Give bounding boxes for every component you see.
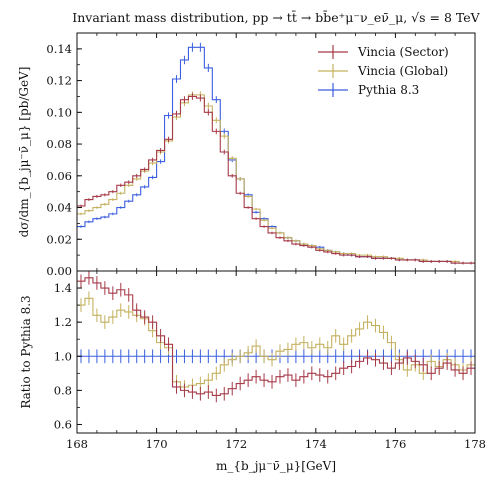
series-step-vincia-sector-: [77, 95, 475, 264]
series-errorbars: [80, 271, 472, 403]
y-tick-label: 0.6: [54, 417, 72, 431]
y-tick-label: 0.08: [46, 137, 72, 151]
legend-item: Vincia (Global): [318, 64, 448, 78]
upper-y-ticks: 0.00 0.02 0.04 0.06 0.08 0.10 0.12 0.14: [46, 32, 82, 278]
legend-label: Vincia (Global): [357, 64, 448, 78]
lower-y-axis-label: Ratio to Pythia 8.3: [19, 295, 33, 408]
series-step-vincia-sector-: [77, 277, 475, 397]
y-tick-label: 0.04: [46, 201, 72, 215]
upper-x-ticks: [76, 33, 476, 271]
legend-item: Vincia (Sector): [318, 45, 449, 59]
legend-label: Pythia 8.3: [358, 83, 419, 97]
lower-y-ticks: 0.6 0.8 1.0 1.2 1.4: [54, 270, 82, 431]
x-tick-label: 172: [225, 437, 247, 451]
x-tick-label: 178: [464, 437, 486, 451]
legend-item: Pythia 8.3: [318, 83, 419, 97]
upper-series-layer: [77, 42, 475, 265]
x-tick-label: 168: [66, 437, 88, 451]
y-tick-label: 0.06: [46, 169, 72, 183]
lower-panel: 0.6 0.8 1.0 1.2 1.4 168 170 172 174 176 178 Ratio…: [19, 270, 486, 473]
upper-panel: 0.00 0.02 0.04 0.06 0.08 0.10 0.12 0.14 dσ/dm_{…: [17, 32, 476, 278]
y-tick-label: 1.0: [54, 349, 72, 363]
x-tick-label: 174: [305, 437, 327, 451]
y-tick-label: 0.00: [46, 264, 72, 278]
lower-x-ticks: 168 170 172 174 176 178: [66, 271, 486, 451]
x-axis-label: m_{b_jμ⁻ν̄_μ}[GeV]: [216, 459, 336, 473]
y-tick-label: 0.14: [46, 42, 72, 56]
y-tick-label: 0.02: [46, 232, 72, 246]
y-tick-label: 1.2: [54, 315, 72, 329]
lower-series-layer: [77, 271, 475, 403]
x-tick-label: 170: [146, 437, 168, 451]
legend-label: Vincia (Sector): [357, 45, 449, 59]
y-tick-label: 0.12: [46, 74, 72, 88]
series-errorbars: [80, 92, 472, 265]
x-tick-label: 176: [384, 437, 406, 451]
upper-y-axis-label: dσ/dm_{b_jμ⁻ν̄_μ} [pb/GeV]: [17, 67, 31, 238]
y-tick-label: 0.8: [54, 383, 72, 397]
y-tick-label: 1.4: [54, 281, 72, 295]
chart-title: Invariant mass distribution, pp → tt̄ → …: [72, 9, 480, 25]
series-step-vincia-global-: [77, 94, 475, 264]
series-errorbars: [80, 91, 472, 265]
legend: Vincia (Sector) Vincia (Global) Pythia 8.3: [318, 45, 449, 97]
y-tick-label: 0.10: [46, 105, 72, 119]
